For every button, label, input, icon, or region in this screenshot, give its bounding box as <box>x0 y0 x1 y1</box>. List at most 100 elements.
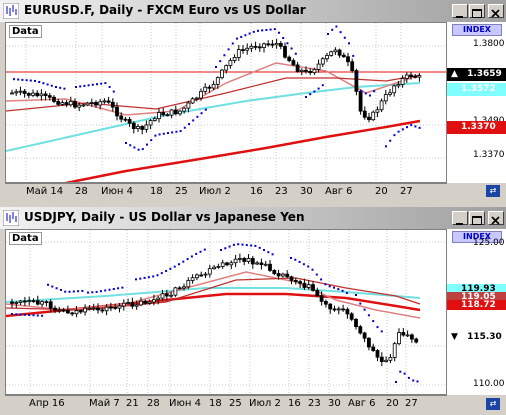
psar-dot <box>321 84 324 87</box>
candle-body <box>127 119 132 124</box>
psar-dot <box>373 90 376 93</box>
chart-window-icon[interactable] <box>3 3 19 19</box>
candle-body <box>220 69 224 79</box>
psar-dot <box>21 78 24 81</box>
candle-body <box>366 337 371 348</box>
x-tick-label: Июн 4 <box>101 186 133 197</box>
candle-body <box>169 294 174 297</box>
close-button[interactable] <box>488 4 504 18</box>
candle-body <box>178 110 182 115</box>
candle-body <box>405 334 410 337</box>
psar-dot <box>359 302 362 305</box>
psar-dot <box>294 258 297 261</box>
candle-body <box>396 84 401 87</box>
candle-body <box>341 308 346 311</box>
price-tag-text: 115.30 <box>467 332 502 342</box>
candle-body <box>212 266 217 270</box>
candle-body <box>10 301 14 304</box>
psar-dot <box>72 290 75 293</box>
candle-body <box>199 274 204 277</box>
psar-dot <box>331 28 334 31</box>
psar-dot <box>343 36 346 39</box>
usdjpy-price-axis[interactable]: INDEX 125.00 119.93 119.05 118.72 ▼ 115.… <box>447 229 506 395</box>
candle-body <box>78 310 83 313</box>
candle-body <box>336 308 341 311</box>
eurusd-time-axis[interactable]: Май 14 28 Июн 4 18 25 Июл 2 16 23 30 Авг… <box>5 183 447 201</box>
chart-window-icon[interactable] <box>3 210 19 226</box>
candle-body <box>160 293 165 299</box>
psar-dot <box>112 288 115 291</box>
psar-dot <box>100 82 103 85</box>
candle-body <box>315 290 320 297</box>
psar-dot <box>25 79 28 82</box>
psar-dot <box>11 313 13 315</box>
candle-body <box>22 90 27 94</box>
candle-body <box>236 49 241 58</box>
psar-dot <box>320 278 323 281</box>
candle-body <box>48 301 53 309</box>
psar-dot <box>91 291 94 294</box>
candle-body <box>57 309 62 312</box>
candle-body <box>276 273 281 277</box>
minimize-button[interactable] <box>452 211 468 225</box>
candle-body <box>371 111 376 121</box>
psar-dot <box>232 243 235 246</box>
usdjpy-time-axis[interactable]: Апр 16 Май 7 21 28 Июн 4 18 25 Июл 2 16 … <box>5 395 447 415</box>
candle-body <box>332 308 337 311</box>
candle-body <box>285 273 290 278</box>
candle-body <box>349 313 354 320</box>
psar-dot <box>150 139 153 142</box>
eurusd-chart-window: EURUSD.F, Daily - FXCM Euro vs US Dollar… <box>0 0 506 203</box>
psar-dot <box>302 263 305 266</box>
eurusd-title-bar[interactable]: EURUSD.F, Daily - FXCM Euro vs US Dollar <box>0 0 506 22</box>
candle-body <box>417 75 422 78</box>
psar-dot <box>165 269 168 272</box>
candle-body <box>323 301 328 305</box>
ma-cyan-line <box>6 82 421 152</box>
psar-dot <box>335 25 338 28</box>
eurusd-plot-area[interactable]: Data <box>5 22 447 183</box>
x-tick-label: 28 <box>75 186 88 197</box>
candle-body <box>144 124 149 130</box>
candle-body <box>287 56 292 61</box>
minimize-icon <box>456 16 463 18</box>
candle-body <box>147 301 152 304</box>
usdjpy-plot-area[interactable]: Data <box>5 229 447 395</box>
minimize-icon <box>456 223 463 225</box>
psar-dot <box>406 126 408 129</box>
psar-dot <box>81 289 84 292</box>
psar-dot <box>104 289 107 292</box>
chart-scroll-button[interactable]: ⇄ <box>486 398 500 410</box>
psar-dot <box>108 85 111 88</box>
psar-dot <box>228 245 231 248</box>
psar-dot <box>46 83 49 86</box>
psar-dot <box>167 132 169 135</box>
candle-body <box>31 92 35 96</box>
chart-scroll-button[interactable]: ⇄ <box>486 185 500 197</box>
eurusd-price-chart <box>6 23 446 182</box>
candle-body <box>43 93 48 97</box>
psar-dot <box>273 28 276 31</box>
eurusd-price-axis[interactable]: INDEX 1.3800 ▲ 1.3659 1.3572 1.3490 1.33… <box>447 22 506 183</box>
psar-dot <box>407 376 410 379</box>
psar-dot <box>393 134 396 137</box>
candle-body <box>333 49 338 53</box>
psar-dot <box>416 380 419 383</box>
candle-body <box>259 262 264 265</box>
maximize-button[interactable] <box>469 211 485 225</box>
maximize-button[interactable] <box>469 4 485 18</box>
psar-dot <box>418 126 421 129</box>
psar-dot <box>219 60 222 63</box>
usdjpy-title-bar[interactable]: USDJPY, Daily - US Dollar vs Japanese Ye… <box>0 207 506 229</box>
psar-dot <box>154 134 157 137</box>
psar-dot <box>220 249 222 251</box>
candle-body <box>375 109 380 113</box>
psar-dot <box>152 275 155 278</box>
price-tag-ma-mid: 119.05 <box>447 292 506 302</box>
psar-dot <box>196 115 199 118</box>
psar-dot <box>237 243 240 246</box>
close-button[interactable] <box>488 211 504 225</box>
candle-body <box>182 107 187 112</box>
psar-dot <box>91 83 94 86</box>
minimize-button[interactable] <box>452 4 468 18</box>
